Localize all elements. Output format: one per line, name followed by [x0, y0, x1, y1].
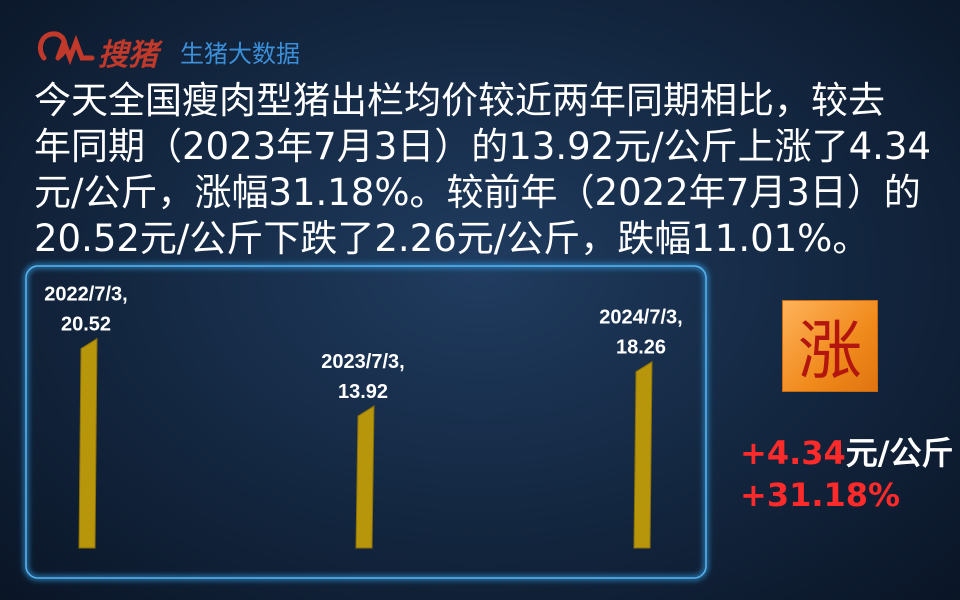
paragraph-line: 今天全国瘦肉型猪出栏均价较近两年同期相比，较去 — [34, 79, 885, 122]
subtitle: 生猪大数据 — [180, 40, 300, 68]
logo-icon — [38, 31, 95, 66]
percent: +31.18% — [740, 476, 901, 514]
data-label-category: 2022/7/3, — [44, 284, 127, 306]
change: +4.34元/公斤 — [740, 428, 953, 474]
data-label-value: 13.92 — [338, 381, 388, 403]
bar — [78, 337, 98, 549]
bar — [633, 360, 653, 549]
bar — [355, 405, 375, 549]
paragraph: 今天全国瘦肉型猪出栏均价较近两年同期相比，较去 年同期（2023年7月3日）的1… — [34, 78, 931, 262]
data-label-category: 2024/7/3, — [599, 307, 682, 329]
badge: 涨 — [782, 300, 878, 392]
brand: 搜猪 — [98, 38, 158, 73]
change-unit: 元/公斤 — [845, 434, 954, 472]
data-label-value: 18.26 — [616, 337, 666, 359]
paragraph-line: 年同期（2023年7月3日）的13.92元/公斤上涨了4.34 — [34, 125, 932, 168]
data-label-value: 20.52 — [61, 314, 111, 336]
paragraph-line: 20.52元/公斤下跌了2.26元/公斤，跌幅11.01%。 — [34, 217, 870, 260]
paragraph-line: 元/公斤，涨幅31.18%。较前年（2022年7月3日）的 — [34, 171, 921, 214]
data-label-category: 2023/7/3, — [321, 351, 404, 373]
change-value: +4.34 — [740, 434, 846, 472]
chart-frame — [25, 265, 707, 579]
